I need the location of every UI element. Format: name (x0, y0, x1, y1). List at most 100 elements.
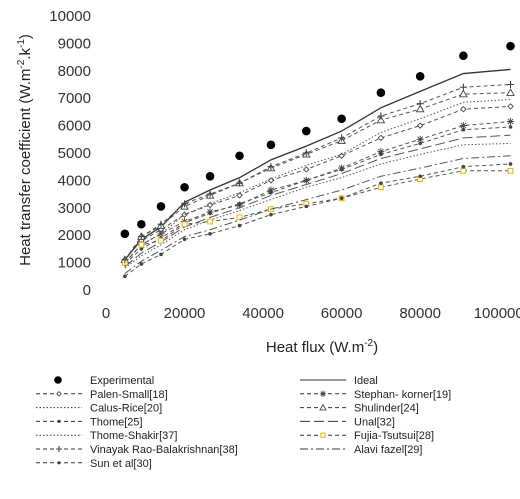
x-tick-label: 20000 (164, 305, 206, 322)
legend-marker (56, 446, 62, 452)
legend-marker (56, 390, 62, 397)
legend-label: Calus-Rice[20] (90, 403, 162, 415)
legend-marker (57, 461, 61, 465)
data-point (237, 223, 242, 228)
x-tick-label: 60000 (321, 305, 363, 322)
data-point (459, 89, 468, 98)
data-point (267, 163, 275, 171)
data-point (508, 162, 513, 166)
legend-item: Alavi fazel[29] (300, 444, 422, 456)
data-point (461, 127, 466, 132)
y-tick-label: 10000 (49, 8, 91, 25)
legend-item: Vinayak Rao-Balakrishnan[38] (36, 444, 238, 456)
data-point (120, 229, 130, 239)
data-point (137, 233, 145, 241)
data-point (138, 241, 145, 248)
legend-label: Palen-Small[18] (90, 389, 168, 401)
series-line (124, 155, 511, 274)
data-point (506, 88, 515, 96)
data-point (460, 167, 467, 174)
data-point (379, 152, 383, 157)
series-line (124, 126, 511, 265)
legend-item: Fujia-Tsutsui[28] (300, 430, 434, 442)
data-point (507, 167, 514, 174)
y-tick-label: 4000 (58, 172, 91, 189)
data-point (416, 100, 424, 108)
data-point (376, 88, 386, 98)
series-13 (123, 162, 513, 279)
data-point (459, 83, 467, 91)
legend-item: Stephan- korner[19] (300, 389, 451, 401)
legend-label: Alavi fazel[29] (354, 444, 422, 456)
data-point (377, 112, 385, 120)
legend-label: Stephan- korner[19] (354, 389, 451, 401)
data-point (205, 171, 215, 181)
data-point (123, 274, 127, 279)
legend-item: Experimental (54, 375, 154, 387)
data-point (459, 122, 467, 130)
data-point (269, 212, 273, 217)
data-point (378, 184, 384, 191)
data-point (508, 125, 513, 129)
data-point (507, 81, 515, 88)
x-tick-label: 100000 (474, 305, 520, 322)
data-point (461, 164, 466, 169)
data-point (181, 200, 189, 208)
data-point (377, 148, 385, 156)
series-line (124, 84, 511, 261)
y-tick-label: 7000 (58, 90, 91, 107)
data-point (156, 202, 166, 211)
legend-label: Thome-Shakir[37] (90, 430, 177, 442)
series-1 (120, 41, 515, 239)
data-point (418, 141, 422, 146)
y-axis-title: Heat transfer coefficient (W.m-2.k-1) (16, 34, 34, 266)
data-point (415, 71, 425, 81)
y-tick-label: 8000 (58, 63, 91, 80)
data-point (459, 51, 468, 61)
data-point (339, 167, 344, 172)
data-point (506, 41, 515, 51)
data-point (415, 104, 425, 113)
y-tick-label: 6000 (58, 118, 91, 135)
data-point (379, 181, 383, 185)
series-12 (124, 155, 511, 274)
legend-item: Thome[25] (36, 416, 143, 428)
legend-item: Palen-Small[18] (36, 389, 168, 401)
series-9 (124, 142, 511, 269)
legend-marker (319, 390, 327, 397)
series-line (124, 120, 511, 263)
data-point (304, 178, 309, 183)
legend-item: Calus-Rice[20] (36, 403, 162, 415)
data-point (302, 149, 310, 157)
data-point (337, 114, 346, 124)
data-point (181, 221, 188, 228)
legend-item: Shulinder[24] (300, 403, 419, 415)
series-line (124, 134, 511, 268)
series-7 (123, 125, 513, 266)
y-tick-label: 1000 (58, 255, 91, 272)
x-tick-label: 0 (102, 305, 110, 322)
x-tick-label: 40000 (242, 305, 284, 322)
data-point (157, 220, 165, 228)
y-tick-label: 9000 (58, 35, 91, 52)
data-point (159, 252, 163, 257)
data-point (376, 115, 386, 124)
data-point (180, 182, 189, 192)
data-point (139, 247, 144, 251)
data-point (206, 201, 214, 209)
data-point (304, 204, 309, 209)
data-point (121, 256, 129, 264)
data-point (266, 140, 276, 150)
data-point (182, 237, 187, 242)
data-point (339, 196, 344, 201)
data-point (139, 262, 144, 266)
series-8 (124, 134, 511, 268)
data-point (208, 211, 212, 216)
x-tick-label: 80000 (399, 305, 441, 322)
data-point (418, 174, 422, 179)
data-point (416, 135, 424, 143)
data-point (338, 134, 346, 142)
data-point (137, 219, 146, 229)
series-line (124, 142, 511, 269)
